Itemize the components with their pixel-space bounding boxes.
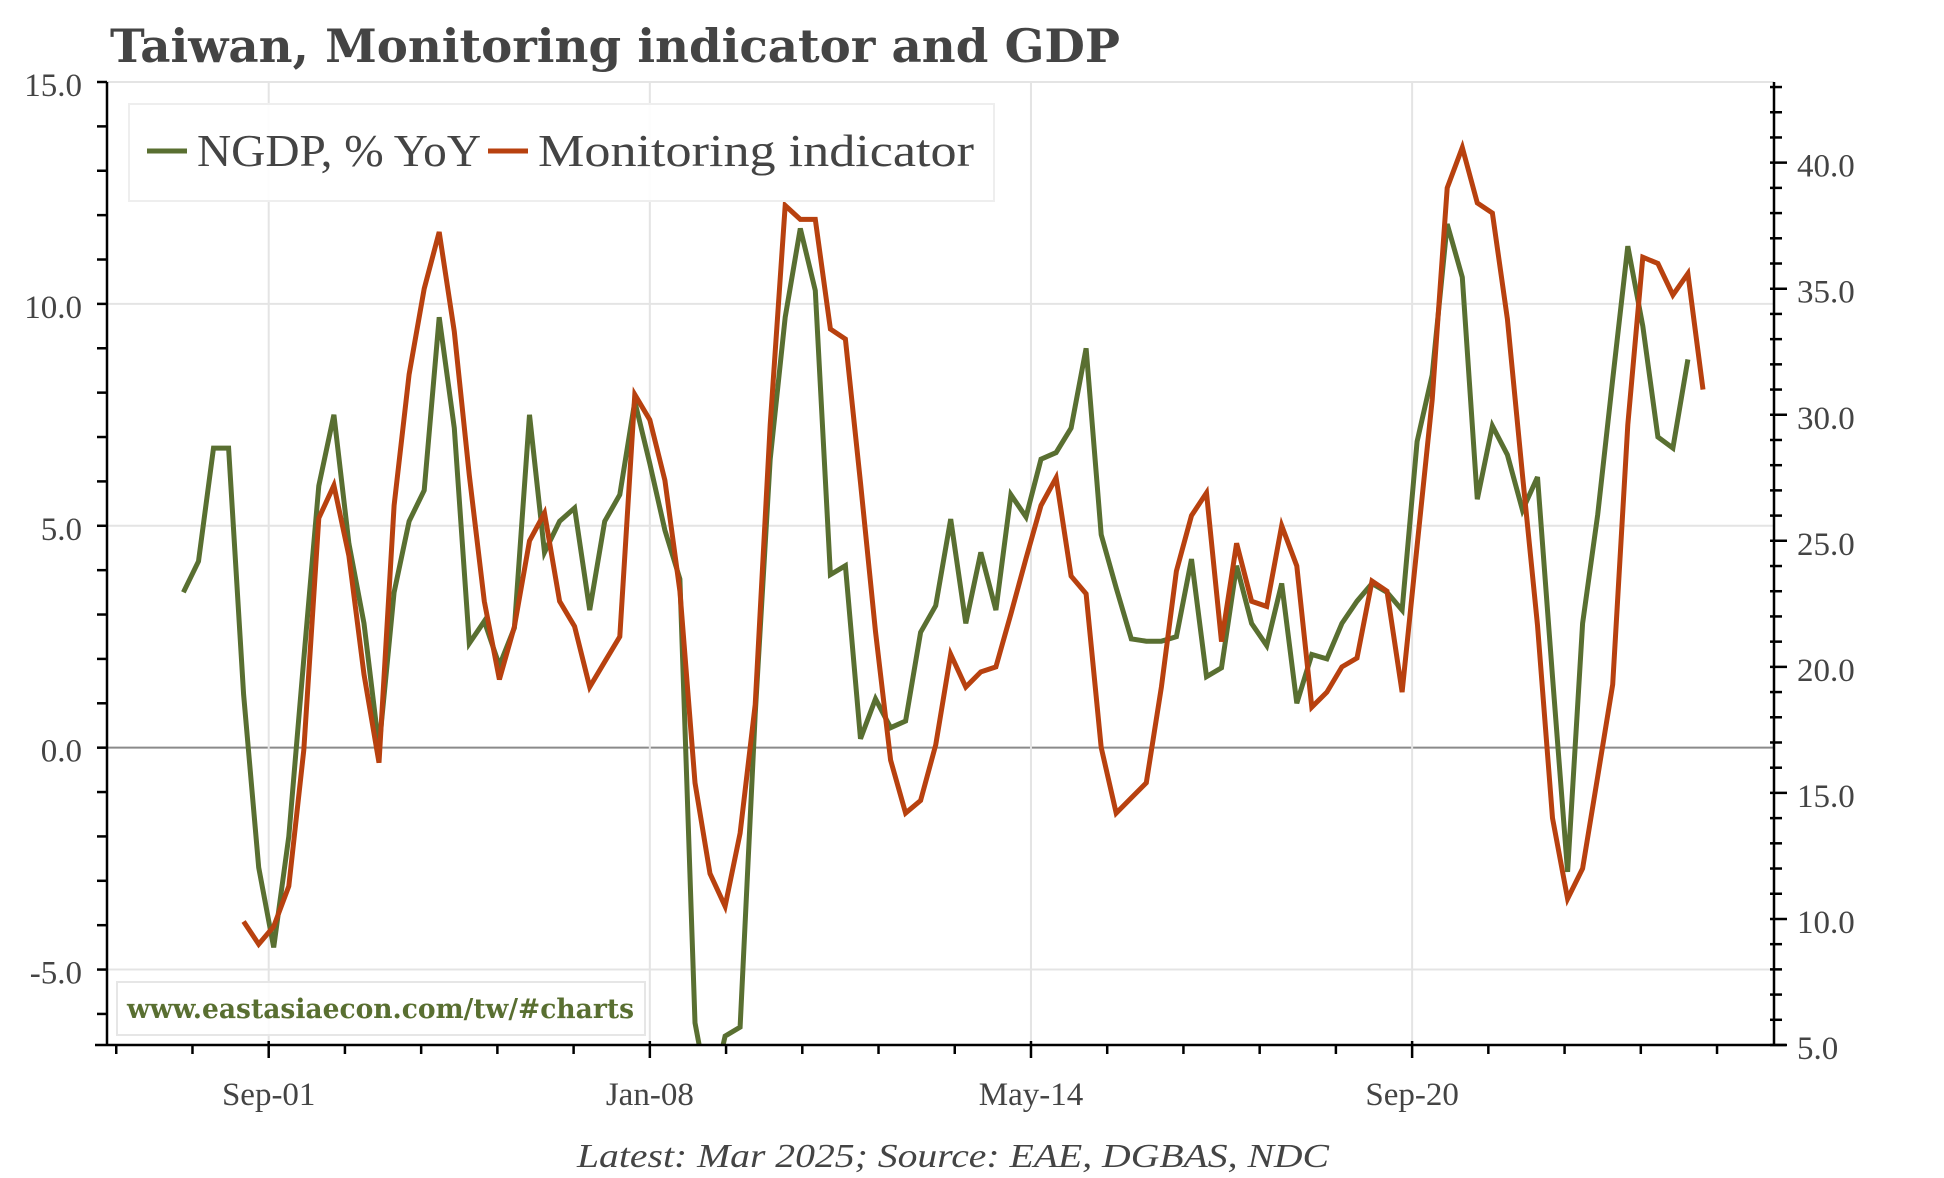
legend-label-ngdp: NGDP, % YoY: [197, 125, 481, 176]
y-left-tick-label: 5.0: [41, 512, 82, 548]
y-left-tick-label: 0.0: [41, 734, 82, 770]
x-tick-label: Sep-20: [1365, 1077, 1459, 1113]
ngdp-line: [181, 223, 1691, 1045]
y-right-tick-label: 15.0: [1797, 779, 1855, 815]
y-left-tick-label: 15.0: [24, 68, 82, 104]
y-left-tick-label: -5.0: [30, 956, 82, 992]
legend-box: [128, 103, 995, 202]
x-tick-label: Jan-08: [606, 1077, 694, 1113]
series-ngdp: [181, 223, 1691, 1045]
series-monitoring-indicator: [241, 139, 1706, 949]
monitoring-indicator-line: [241, 139, 1706, 949]
y-right-tick-label: 25.0: [1797, 527, 1855, 563]
gridlines: [107, 81, 1774, 1045]
y-right-tick-label: 5.0: [1797, 1031, 1838, 1067]
x-tick-label: Sep-01: [222, 1077, 316, 1113]
chart-title: Taiwan, Monitoring indicator and GDP: [110, 19, 1120, 73]
legend-label-monitoring: Monitoring indicator: [538, 125, 974, 176]
watermark-box: [116, 981, 646, 1036]
axes: -5.0 0.0 5.0 10.0 15.0 5.0 10.0 15.0 20.0 25.0 30.…: [24, 68, 1855, 1113]
y-left-tick-label: 10.0: [24, 290, 82, 326]
y-right-tick-label: 30.0: [1797, 401, 1855, 437]
watermark-text: www.eastasiaecon.com/tw/#charts: [126, 994, 634, 1025]
x-tick-label: May-14: [979, 1077, 1083, 1113]
y-right-tick-label: 35.0: [1797, 275, 1855, 311]
watermark: www.eastasiaecon.com/tw/#charts: [116, 981, 646, 1036]
y-right-tick-label: 20.0: [1797, 653, 1855, 689]
series-lines: [181, 139, 1706, 1045]
y-right-tick-label: 10.0: [1797, 905, 1855, 941]
legend: NGDP, % YoY Monitoring indicator: [128, 103, 995, 202]
y-right-tick-label: 40.0: [1797, 149, 1855, 185]
footer-source: Latest: Mar 2025; Source: EAE, DGBAS, ND…: [576, 1138, 1330, 1175]
